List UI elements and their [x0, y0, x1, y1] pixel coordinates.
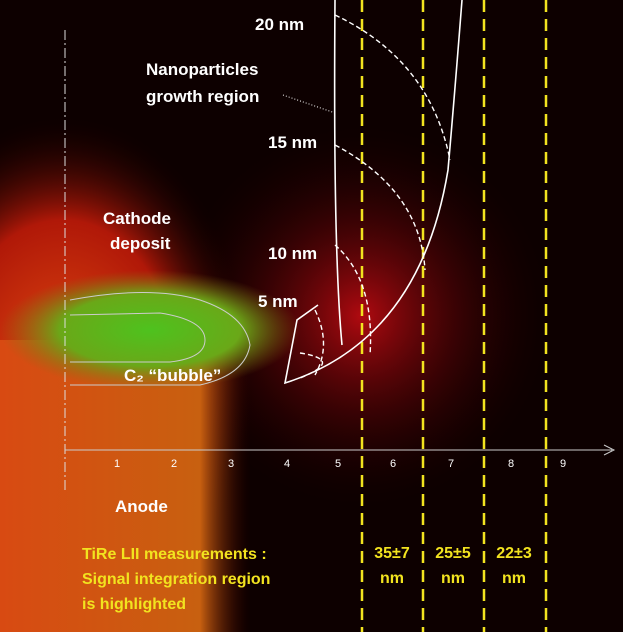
bubble-label: C₂ “bubble”	[124, 366, 221, 385]
size-label: 5 nm	[258, 292, 298, 311]
region-label: growth region	[146, 87, 259, 106]
size-label: 15 nm	[268, 133, 317, 152]
tick-label: 4	[284, 458, 290, 470]
region-label: Nanoparticles	[146, 60, 258, 79]
note: TiRe LII measurements :	[82, 546, 267, 563]
anode-label: Anode	[115, 497, 168, 516]
tick-label: 9	[560, 458, 566, 470]
tick-label: 8	[508, 458, 514, 470]
region-size: nm	[441, 570, 465, 587]
region-size: nm	[502, 570, 526, 587]
tick-label: 2	[171, 458, 177, 470]
figure: 20 nm15 nm10 nm5 nmNanoparticlesgrowth r…	[0, 0, 623, 632]
tick-label: 3	[228, 458, 234, 470]
cathode-label: deposit	[110, 234, 171, 253]
tick-label: 1	[114, 458, 120, 470]
cathode-label: Cathode	[103, 209, 171, 228]
size-label: 10 nm	[268, 244, 317, 263]
region-size: 25±5	[435, 545, 471, 562]
size-label: 20 nm	[255, 15, 304, 34]
tick-label: 7	[448, 458, 454, 470]
region-size: 22±3	[496, 545, 532, 562]
note: Signal integration region	[82, 571, 270, 588]
tick-label: 6	[390, 458, 396, 470]
tick-label: 5	[335, 458, 341, 470]
note: is highlighted	[82, 596, 186, 613]
region-size: nm	[380, 570, 404, 587]
region-size: 35±7	[374, 545, 410, 562]
